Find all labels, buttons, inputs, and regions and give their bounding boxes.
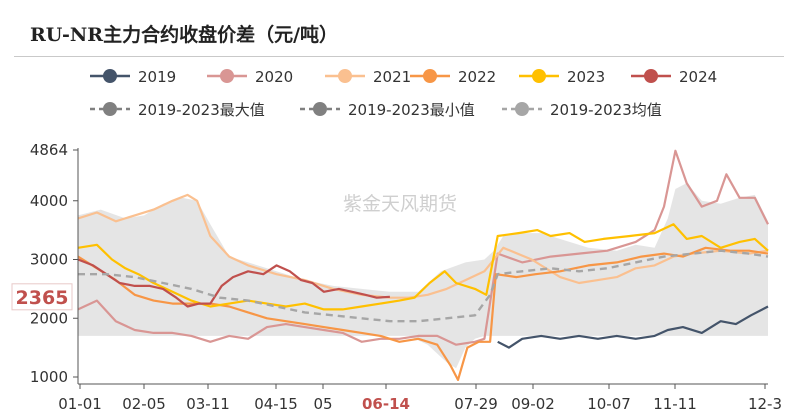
x-tick-label: 07-29: [454, 395, 498, 413]
x-tick-label: 12-3: [748, 395, 782, 413]
range-band: [78, 183, 768, 369]
legend-marker-2024: [644, 69, 658, 83]
legend-marker-2019: [103, 69, 117, 83]
series-line-2021: [77, 193, 769, 299]
legend-label: 2021: [373, 68, 411, 86]
y-tick-label: 4000: [30, 192, 68, 210]
series-line-2023: [77, 223, 769, 311]
legend-marker-2023: [532, 69, 546, 83]
legend-marker-2019-2023: [103, 102, 117, 116]
x-tick-label: 09-02: [511, 395, 555, 413]
legend-label: 2019-2023最小值: [348, 101, 475, 119]
x-tick-label-highlight: 06-14: [362, 395, 410, 413]
y-tick-label: 2000: [30, 309, 68, 327]
x-tick-label: 11-11: [653, 395, 697, 413]
x-tick-label: 02-05: [122, 395, 166, 413]
x-tick-label: 10-07: [587, 395, 631, 413]
legend-label: 2022: [458, 68, 496, 86]
legend-marker-2019-2023: [313, 102, 327, 116]
title-divider: [14, 56, 784, 57]
series-line-2024: [77, 258, 390, 308]
x-tick-label: 01-01: [58, 395, 102, 413]
legend-marker-2022: [423, 69, 437, 83]
series-line-2019-2023: [78, 249, 769, 323]
legend-marker-2020: [220, 69, 234, 83]
legend-label: 2023: [567, 68, 605, 86]
current-value-label: 2365: [16, 287, 69, 309]
y-tick-label: 1000: [30, 368, 68, 386]
y-tick-label: 3000: [30, 251, 68, 269]
legend-label: 2024: [679, 68, 717, 86]
x-tick-label: 05: [313, 395, 332, 413]
plot-area: 紫金天风期货: [77, 149, 769, 381]
chart-title: RU-NR主力合约收盘价差（元/吨）: [30, 24, 339, 46]
legend-label: 2019-2023均值: [550, 101, 662, 119]
x-tick-label: 04-15: [254, 395, 298, 413]
x-tick-label: 03-11: [186, 395, 230, 413]
axes: 1000 2000 3000 4000 4864 01-01 02-05 03-11 04-15…: [11, 141, 782, 413]
legend-label: 2020: [255, 68, 293, 86]
legend: 2019 2020 2021 2022 2023 2024 2019-2023最大值 2019…: [90, 68, 717, 119]
current-value-box: [11, 283, 73, 311]
series-line-2020: [77, 149, 769, 346]
legend-marker-2021: [338, 69, 352, 83]
legend-marker-2019-2023: [515, 102, 529, 116]
y-tick-label: 4864: [30, 141, 68, 159]
legend-label: 2019: [138, 68, 176, 86]
watermark-text: 紫金天风期货: [343, 193, 457, 215]
legend-label: 2019-2023最大值: [138, 101, 265, 119]
series-line-2019: [497, 305, 769, 349]
